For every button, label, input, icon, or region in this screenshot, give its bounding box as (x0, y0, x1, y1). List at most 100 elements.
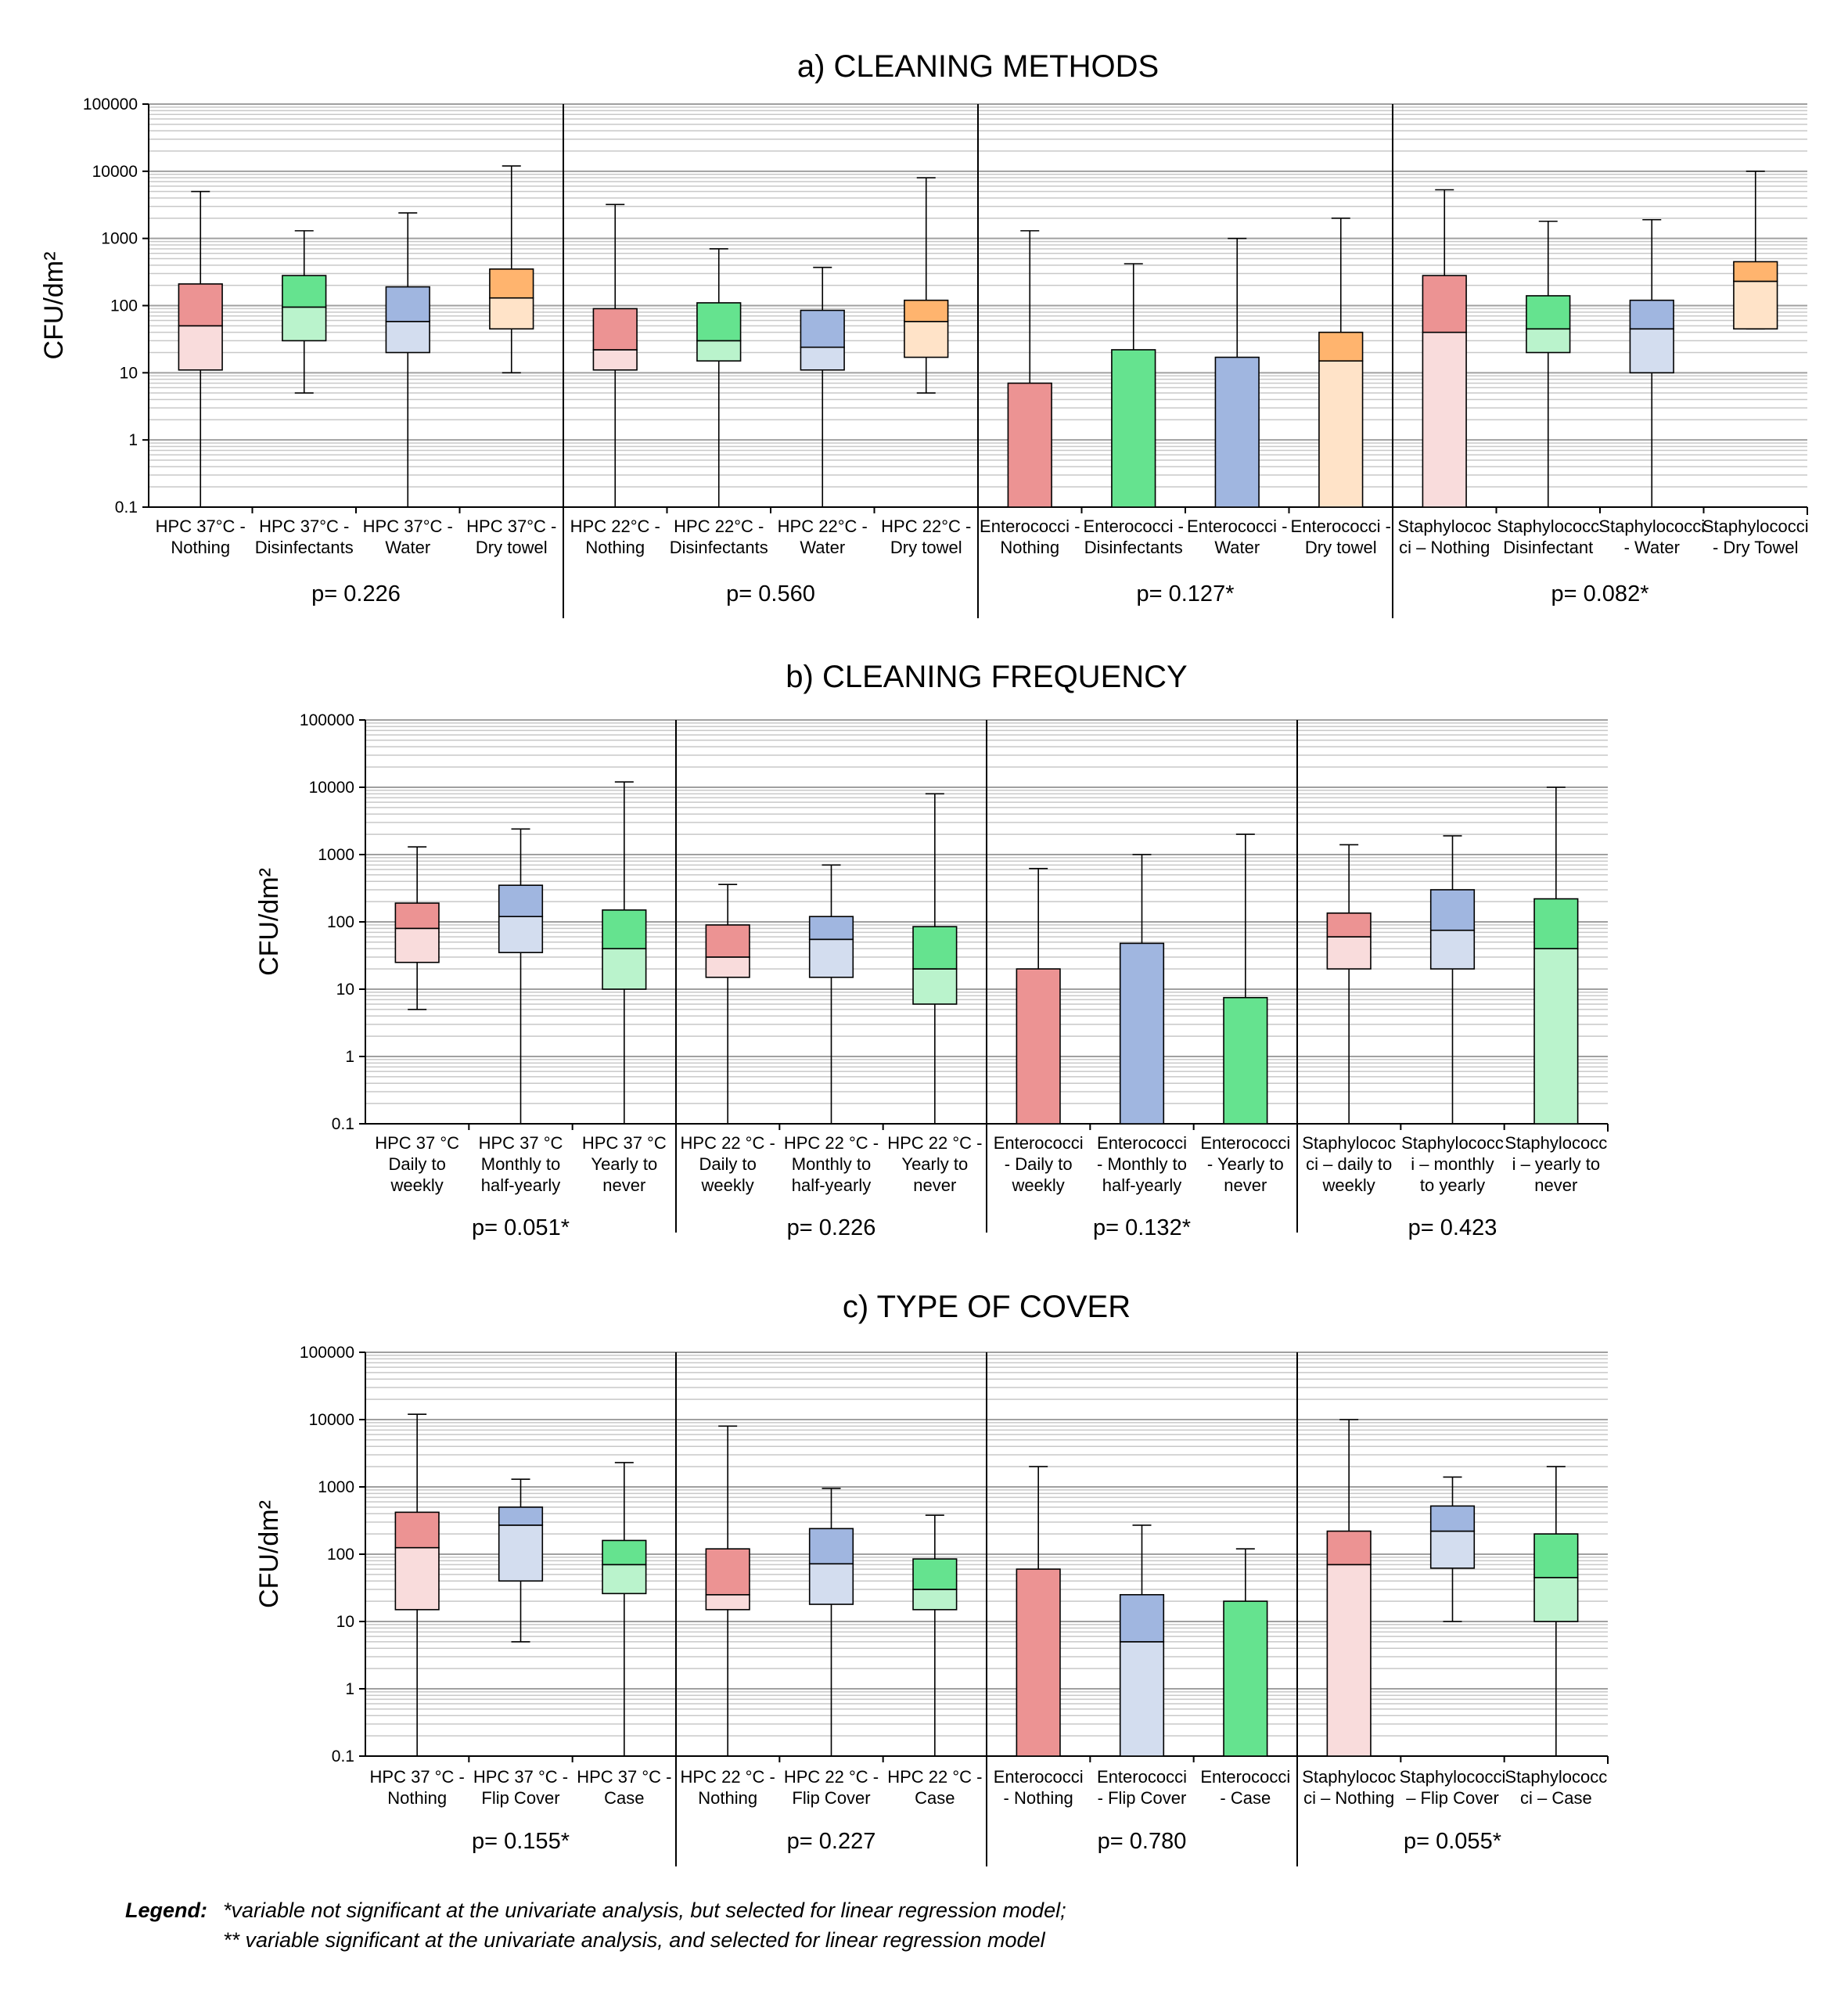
box-upper (1526, 295, 1571, 330)
category-label: - Water (1624, 538, 1680, 557)
category-label: HPC 22°C - (674, 516, 764, 536)
category-label: HPC 22 °C - (887, 1767, 982, 1787)
box-upper (1429, 889, 1476, 931)
category-label: - Monthly to (1097, 1154, 1187, 1174)
box-upper (705, 1548, 750, 1596)
category-label: ci – Nothing (1303, 1788, 1394, 1808)
box-green: Enterococci- Case (1200, 1548, 1298, 1808)
y-axis-label: CFU/dm² (39, 252, 69, 360)
box-upper (602, 909, 647, 950)
box-upper (1422, 275, 1467, 333)
category-label: HPC 22 °C - (784, 1767, 879, 1787)
category-label: HPC 37°C - (156, 516, 246, 536)
chart-2: b) CLEANING FREQUENCY 100000 10000 1000 100 1… (254, 660, 1609, 1240)
category-label: Yearly to (901, 1154, 968, 1174)
category-label: Staphylococci (1400, 1767, 1506, 1787)
category-label: HPC 22 °C - (784, 1133, 879, 1153)
box-lower (394, 1546, 440, 1611)
category-label: Enterococci - (1187, 516, 1287, 536)
box-lower (1422, 331, 1467, 508)
box-lower (489, 297, 534, 330)
box-upper (489, 268, 534, 299)
box-upper (1214, 356, 1260, 508)
chart-title: c) TYPE OF COVER (843, 1290, 1131, 1324)
box-red: HPC 37°C - Nothing (156, 190, 253, 557)
box-upper (1733, 261, 1778, 283)
box-upper (178, 283, 223, 327)
y-axis-label: CFU/dm² (254, 1500, 284, 1608)
category-label: Nothing (387, 1788, 447, 1808)
box-lower (592, 349, 638, 371)
y-tick-label: 10 (336, 1613, 354, 1631)
chart-title: b) CLEANING FREQUENCY (786, 660, 1187, 694)
category-label: HPC 37 °C - (577, 1767, 671, 1787)
box-lower (1326, 1564, 1372, 1757)
category-label: HPC 37 °C (582, 1133, 667, 1153)
box-lower (1429, 929, 1476, 970)
box-lower (498, 1524, 544, 1582)
box-upper (1326, 912, 1372, 938)
category-label: Staphylococ (1302, 1133, 1396, 1153)
category-label: - Daily to (1005, 1154, 1073, 1174)
box-orange: Staphylococci - Dry Towel (1702, 171, 1809, 557)
box-upper (1111, 349, 1156, 508)
p-value: p= 0.132* (1093, 1215, 1191, 1240)
box-lower (1629, 328, 1674, 374)
category-label: HPC 37 °C - (370, 1767, 465, 1787)
category-label: Staphylococ (1397, 516, 1491, 536)
legend-line-2: ** variable significant at the univariat… (223, 1928, 1045, 1952)
box-lower (912, 968, 958, 1005)
category-label: Case (604, 1788, 644, 1808)
category-label: Monthly to (481, 1154, 561, 1174)
box-blue: Staphylococci - Water (1598, 218, 1705, 557)
box-upper (808, 1528, 854, 1565)
category-label: Nothing (171, 538, 230, 557)
box-upper (1629, 299, 1674, 330)
category-label: HPC 22 °C - (887, 1133, 982, 1153)
y-tick-label: 10 (120, 364, 138, 382)
box-upper (602, 1539, 647, 1566)
box-upper (592, 308, 638, 351)
category-label: never (913, 1175, 956, 1195)
category-label: i – monthly (1411, 1154, 1494, 1174)
y-tick-label: 10000 (309, 1411, 354, 1429)
category-label: HPC 37°C - (259, 516, 349, 536)
legend: Legend: *variable not significant at the … (125, 1895, 1066, 1955)
category-label: HPC 37 °C (375, 1133, 459, 1153)
box-upper (1533, 1533, 1579, 1578)
box-upper (1223, 1600, 1268, 1757)
category-label: Water (800, 538, 845, 557)
box-upper (1533, 898, 1579, 950)
category-label: Staphylococc (1497, 516, 1599, 536)
category-label: never (602, 1175, 645, 1195)
category-label: Enterococci (994, 1133, 1084, 1153)
box-upper (1016, 1568, 1061, 1757)
category-label: HPC 22°C - (570, 516, 660, 536)
box-blue: Enterococci - Water (1187, 237, 1290, 557)
category-label: - Dry Towel (1713, 538, 1799, 557)
category-label: Staphylococc (1401, 1133, 1504, 1153)
legend-line-1: *variable not significant at the univari… (223, 1899, 1066, 1922)
y-tick-label: 100000 (300, 711, 354, 729)
category-label: weekly (1012, 1175, 1065, 1195)
box-upper (1223, 996, 1268, 1125)
category-label: Nothing (1000, 538, 1059, 557)
box-lower (1119, 1641, 1165, 1757)
p-value: p= 0.780 (1098, 1829, 1187, 1854)
category-label: Daily to (699, 1154, 756, 1174)
box-upper (912, 926, 958, 970)
category-label: Case (915, 1788, 955, 1808)
box-green: HPC 37 °C -Case (577, 1462, 677, 1808)
y-tick-label: 1000 (318, 1478, 354, 1496)
y-tick-label: 10 (336, 981, 354, 999)
category-label: Flip Cover (792, 1788, 870, 1808)
p-value: p= 0.226 (311, 581, 401, 606)
box-lower (1326, 936, 1372, 970)
box-upper (696, 302, 742, 342)
box-lower (808, 1563, 854, 1605)
